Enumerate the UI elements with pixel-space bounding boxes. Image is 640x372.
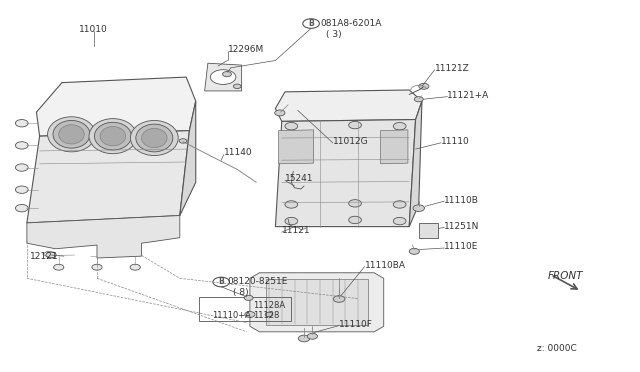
Circle shape xyxy=(130,264,140,270)
Text: 11128A: 11128A xyxy=(253,301,285,311)
Circle shape xyxy=(349,121,362,129)
Circle shape xyxy=(409,248,419,254)
Text: 11110BA: 11110BA xyxy=(365,261,406,270)
Circle shape xyxy=(303,19,319,28)
Circle shape xyxy=(15,205,28,212)
Ellipse shape xyxy=(141,128,167,148)
Circle shape xyxy=(54,264,64,270)
Polygon shape xyxy=(278,130,314,164)
Text: ( 8): ( 8) xyxy=(233,288,248,297)
Polygon shape xyxy=(36,77,196,136)
Circle shape xyxy=(298,335,310,342)
Circle shape xyxy=(15,186,28,193)
Circle shape xyxy=(234,84,241,89)
Circle shape xyxy=(285,122,298,130)
Polygon shape xyxy=(180,101,196,215)
Circle shape xyxy=(349,200,362,207)
Text: 11110: 11110 xyxy=(441,137,470,146)
Circle shape xyxy=(46,252,56,258)
Circle shape xyxy=(244,295,253,301)
Text: 11010: 11010 xyxy=(79,25,108,33)
Polygon shape xyxy=(381,130,408,164)
Circle shape xyxy=(394,201,406,208)
Circle shape xyxy=(223,71,232,77)
Circle shape xyxy=(265,312,273,317)
Text: 081A8-6201A: 081A8-6201A xyxy=(320,19,381,28)
Text: 11110E: 11110E xyxy=(444,243,479,251)
Circle shape xyxy=(333,296,345,302)
Circle shape xyxy=(275,110,285,116)
Text: 11110F: 11110F xyxy=(339,320,373,329)
Text: 11121: 11121 xyxy=(282,226,310,235)
Ellipse shape xyxy=(100,126,125,146)
Polygon shape xyxy=(27,215,180,258)
Text: 11121+A: 11121+A xyxy=(447,91,490,100)
Polygon shape xyxy=(409,101,422,227)
Bar xyxy=(199,297,291,321)
Circle shape xyxy=(414,97,423,102)
Circle shape xyxy=(394,122,406,130)
Ellipse shape xyxy=(47,117,95,152)
Text: 11110+A: 11110+A xyxy=(212,311,250,320)
Circle shape xyxy=(307,333,317,339)
Polygon shape xyxy=(250,273,384,332)
Text: 08120-8251E: 08120-8251E xyxy=(228,278,288,286)
Circle shape xyxy=(285,217,298,225)
Polygon shape xyxy=(275,119,415,227)
Text: 11121Z: 11121Z xyxy=(435,64,470,73)
Circle shape xyxy=(413,205,424,211)
Polygon shape xyxy=(205,63,242,91)
Polygon shape xyxy=(419,223,438,238)
Circle shape xyxy=(92,264,102,270)
Ellipse shape xyxy=(89,119,137,154)
Text: 12121: 12121 xyxy=(30,251,59,261)
Text: 11128: 11128 xyxy=(253,311,280,320)
Ellipse shape xyxy=(59,125,84,144)
Polygon shape xyxy=(27,131,189,223)
Circle shape xyxy=(179,139,187,143)
Text: ( 3): ( 3) xyxy=(326,30,342,39)
Circle shape xyxy=(419,83,429,89)
Text: z: 0000C: z: 0000C xyxy=(537,344,577,353)
Ellipse shape xyxy=(53,121,90,148)
Polygon shape xyxy=(266,279,368,325)
Circle shape xyxy=(394,217,406,225)
Ellipse shape xyxy=(136,124,173,152)
Circle shape xyxy=(285,201,298,208)
Polygon shape xyxy=(275,90,422,121)
Text: 12296M: 12296M xyxy=(228,45,264,54)
Text: 11140: 11140 xyxy=(225,148,253,157)
Circle shape xyxy=(211,70,236,84)
Text: B: B xyxy=(308,19,314,28)
Ellipse shape xyxy=(95,122,131,150)
Text: FRONT: FRONT xyxy=(548,272,584,282)
Circle shape xyxy=(213,277,230,287)
Ellipse shape xyxy=(131,121,178,155)
Circle shape xyxy=(15,119,28,127)
Circle shape xyxy=(349,216,362,224)
Circle shape xyxy=(245,311,255,317)
Text: 15241: 15241 xyxy=(285,174,314,183)
Text: 11012G: 11012G xyxy=(333,137,369,146)
Text: 11251N: 11251N xyxy=(444,222,479,231)
Circle shape xyxy=(15,164,28,171)
Text: B: B xyxy=(218,278,224,286)
Text: 11110B: 11110B xyxy=(444,196,479,205)
Circle shape xyxy=(15,142,28,149)
